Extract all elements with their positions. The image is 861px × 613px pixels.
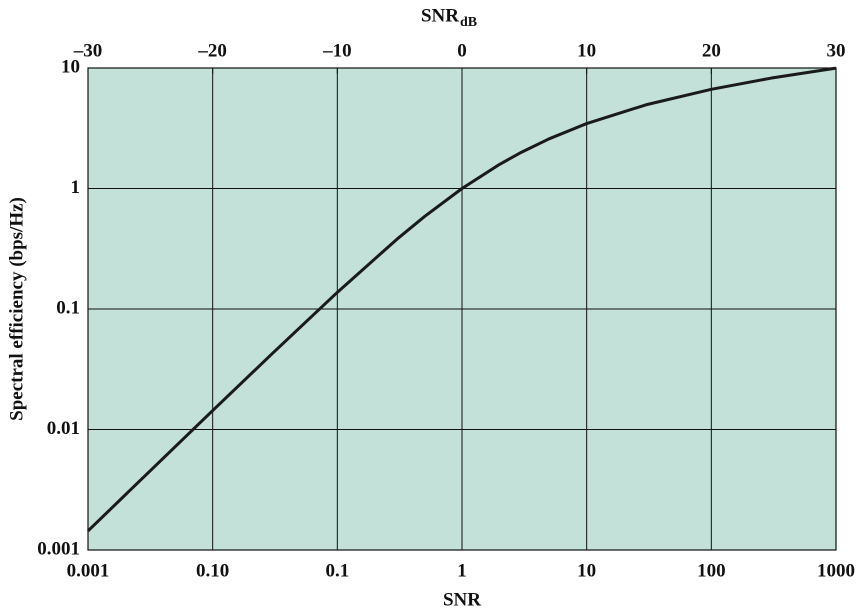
x2-tick-label: –20 <box>197 40 227 61</box>
y-tick-label: 0.1 <box>56 297 80 318</box>
x-tick-label: 100 <box>697 560 726 581</box>
x-tick-label: 0.10 <box>196 560 229 581</box>
x-tick-label: 1 <box>457 560 467 581</box>
x2-tick-label: 10 <box>577 40 596 61</box>
x2-tick-label: 30 <box>827 40 846 61</box>
y-axis-title: Spectral efficiency (bps/Hz) <box>6 197 27 421</box>
y-tick-label: 10 <box>61 56 80 77</box>
y-tick-label: 0.01 <box>47 418 80 439</box>
x-tick-label: 0.1 <box>325 560 349 581</box>
x-tick-label: 10 <box>577 560 596 581</box>
y-tick-label: 1 <box>71 177 81 198</box>
x2-axis-title-sub: dB <box>460 15 477 30</box>
x2-axis-title: SNR <box>421 5 459 26</box>
y-tick-label: 0.001 <box>37 538 80 559</box>
x2-tick-label: 20 <box>702 40 721 61</box>
x2-tick-label: 0 <box>457 40 467 61</box>
x2-tick-label: –10 <box>322 40 352 61</box>
data-line <box>86 66 837 532</box>
x2-tick-label: –30 <box>73 40 103 61</box>
x-tick-label: 1000 <box>817 560 855 581</box>
x-tick-label: 0.001 <box>67 560 110 581</box>
x-axis-title: SNR <box>443 589 481 610</box>
